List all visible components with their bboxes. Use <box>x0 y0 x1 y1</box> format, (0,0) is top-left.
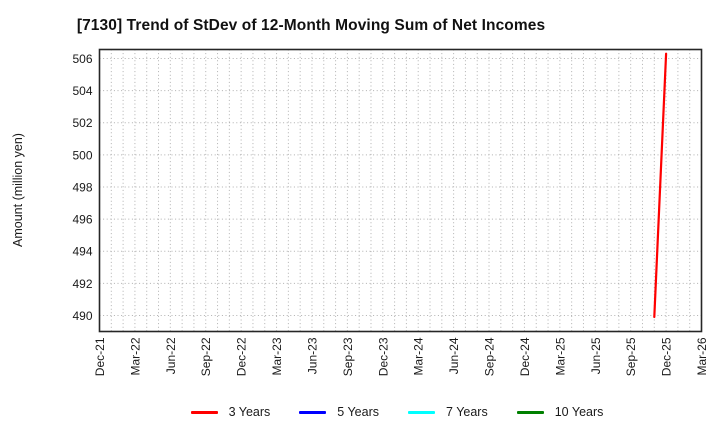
y-tick-label: 490 <box>72 309 92 323</box>
series-line-3-years <box>653 52 668 319</box>
legend-swatch-3-years <box>190 410 218 414</box>
y-tick-label: 500 <box>72 148 92 162</box>
legend-item-3-years: 3 Years <box>190 405 271 419</box>
legend-label: 10 Years <box>554 405 604 419</box>
x-tick-label: Mar-26 <box>695 337 709 375</box>
x-tick-label: Dec-25 <box>660 337 674 376</box>
legend-label: 7 Years <box>446 405 488 419</box>
x-tick-label: Sep-22 <box>199 337 213 376</box>
chart-title: [7130] Trend of StDev of 12-Month Moving… <box>76 17 546 34</box>
y-tick-label: 506 <box>72 52 92 66</box>
x-tick-label: Mar-24 <box>412 337 426 375</box>
y-tick-label: 494 <box>72 245 92 259</box>
plot-border <box>98 48 703 333</box>
x-tick-label: Dec-23 <box>376 337 390 376</box>
legend: 3 Years 5 Years 7 Years 10 Years <box>0 405 720 419</box>
x-tick-label: Dec-24 <box>518 337 532 376</box>
legend-swatch-5-years <box>299 410 327 414</box>
y-tick-label: 492 <box>72 277 92 291</box>
legend-item-5-years: 5 Years <box>299 405 379 419</box>
x-tick-label: Jun-24 <box>447 337 461 374</box>
y-tick-label: 496 <box>72 213 92 227</box>
x-tick-label: Sep-25 <box>624 337 638 376</box>
x-tick-label: Jun-25 <box>589 337 603 374</box>
legend-item-10-years: 10 Years <box>516 405 604 419</box>
x-tick-label: Sep-24 <box>483 337 497 376</box>
x-tick-label: Jun-22 <box>164 337 178 374</box>
y-tick-label: 498 <box>72 180 92 194</box>
x-tick-label: Mar-25 <box>553 337 567 375</box>
legend-swatch-7-years <box>408 410 436 414</box>
legend-swatch-10-years <box>516 410 544 414</box>
x-tick-label: Dec-22 <box>235 337 249 376</box>
legend-label: 5 Years <box>337 405 380 419</box>
x-tick-label: Dec-21 <box>93 337 107 376</box>
x-tick-label: Mar-22 <box>128 337 142 375</box>
legend-item-7-years: 7 Years <box>408 405 488 419</box>
y-tick-label: 504 <box>72 84 92 98</box>
y-tick-label: 502 <box>72 116 92 130</box>
legend-label: 3 Years <box>228 405 271 419</box>
x-tick-label: Mar-23 <box>270 337 284 375</box>
x-tick-label: Jun-23 <box>305 337 319 374</box>
x-tick-label: Sep-23 <box>341 337 355 376</box>
